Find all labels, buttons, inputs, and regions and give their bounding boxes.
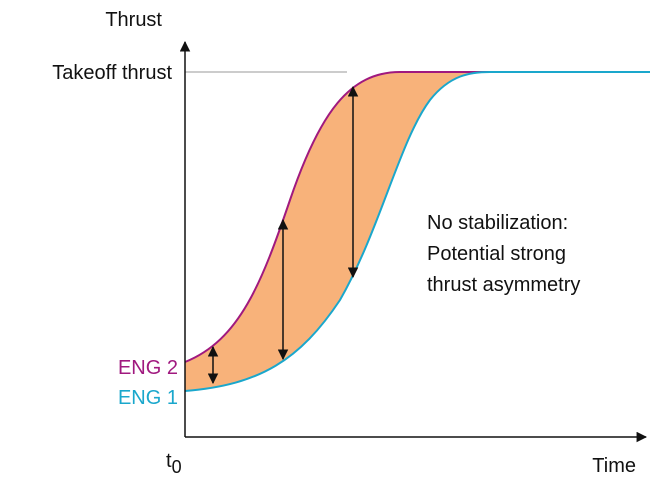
asymmetry-area	[185, 72, 490, 391]
origin-t: t	[166, 450, 172, 472]
origin-sub: 0	[172, 457, 182, 477]
annotation-line: No stabilization:	[427, 212, 568, 234]
origin-label: t0	[166, 450, 182, 477]
y-axis-label: Thrust	[105, 9, 162, 31]
eng2-label: ENG 2	[118, 357, 178, 379]
eng1-curve	[184, 71, 650, 392]
eng2-curve	[184, 71, 650, 363]
annotation-line: Potential strong	[427, 243, 566, 265]
annotation-line: thrust asymmetry	[427, 274, 580, 296]
eng1-label: ENG 1	[118, 387, 178, 409]
x-axis-label: Time	[592, 455, 636, 477]
takeoff-label: Takeoff thrust	[52, 62, 172, 84]
